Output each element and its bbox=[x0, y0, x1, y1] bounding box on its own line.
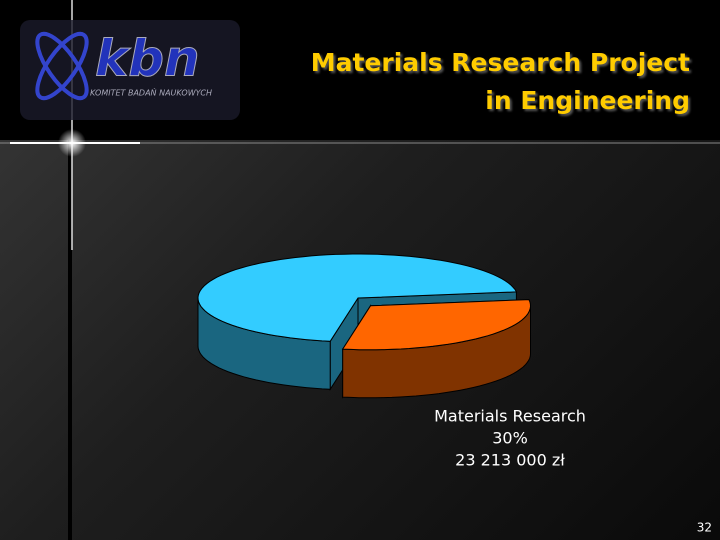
data-label: 23 213 000 zł bbox=[455, 451, 565, 470]
page-number: 32 bbox=[697, 521, 712, 535]
divider bbox=[68, 140, 72, 540]
logo-orbit bbox=[35, 31, 89, 101]
title-line: Materials Research Project bbox=[310, 48, 690, 77]
data-label: Materials Research bbox=[434, 407, 586, 426]
logo-orbit bbox=[35, 31, 89, 101]
data-label: 30% bbox=[492, 429, 528, 448]
logo-text: kbn bbox=[95, 30, 200, 88]
pie-slice bbox=[197, 253, 518, 342]
pie-slice bbox=[341, 299, 532, 351]
flare bbox=[58, 129, 86, 157]
title-line: in Engineering bbox=[485, 86, 690, 115]
logo-subtitle: KOMITET BADAŃ NAUKOWYCH bbox=[90, 87, 212, 98]
